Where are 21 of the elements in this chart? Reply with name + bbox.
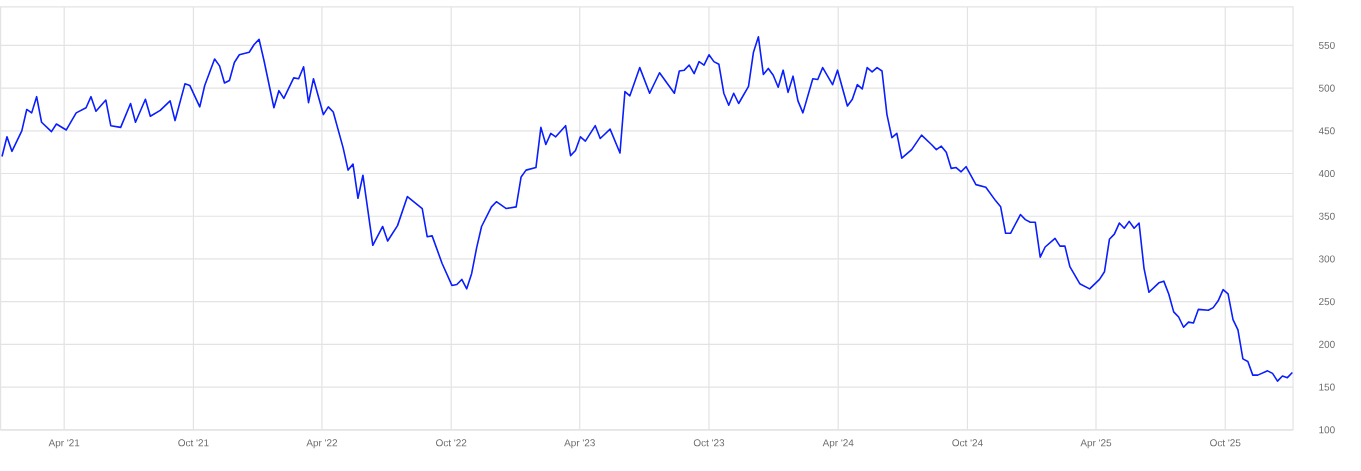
x-tick-label: Oct '22	[436, 439, 467, 447]
y-tick-label: 350	[1318, 212, 1335, 220]
x-tick-label: Oct '23	[693, 439, 725, 447]
y-tick-label: 150	[1319, 383, 1335, 391]
y-tick-label: 300	[1318, 255, 1335, 263]
y-tick-label: 200	[1319, 340, 1335, 348]
y-tick-label: 400	[1318, 170, 1335, 178]
x-tick-label: Apr '21	[48, 439, 80, 449]
x-tick-label: Oct '25	[1210, 439, 1241, 447]
y-tick-label: 250	[1319, 298, 1335, 306]
x-tick-label: Apr '22	[306, 439, 338, 449]
x-tick-label: Apr '25	[1080, 439, 1112, 449]
y-tick-label: 500	[1318, 84, 1335, 92]
x-tick-label: Apr '24	[822, 439, 854, 449]
x-tick-label: Oct '21	[178, 439, 209, 447]
x-tick-label: Oct '24	[952, 439, 983, 447]
y-tick-label: 100	[1319, 426, 1335, 434]
y-tick-label: 550	[1318, 41, 1335, 50]
line-series	[1, 36, 1294, 382]
y-tick-label: 450	[1318, 127, 1335, 135]
x-tick-label: Apr '23	[564, 439, 595, 449]
